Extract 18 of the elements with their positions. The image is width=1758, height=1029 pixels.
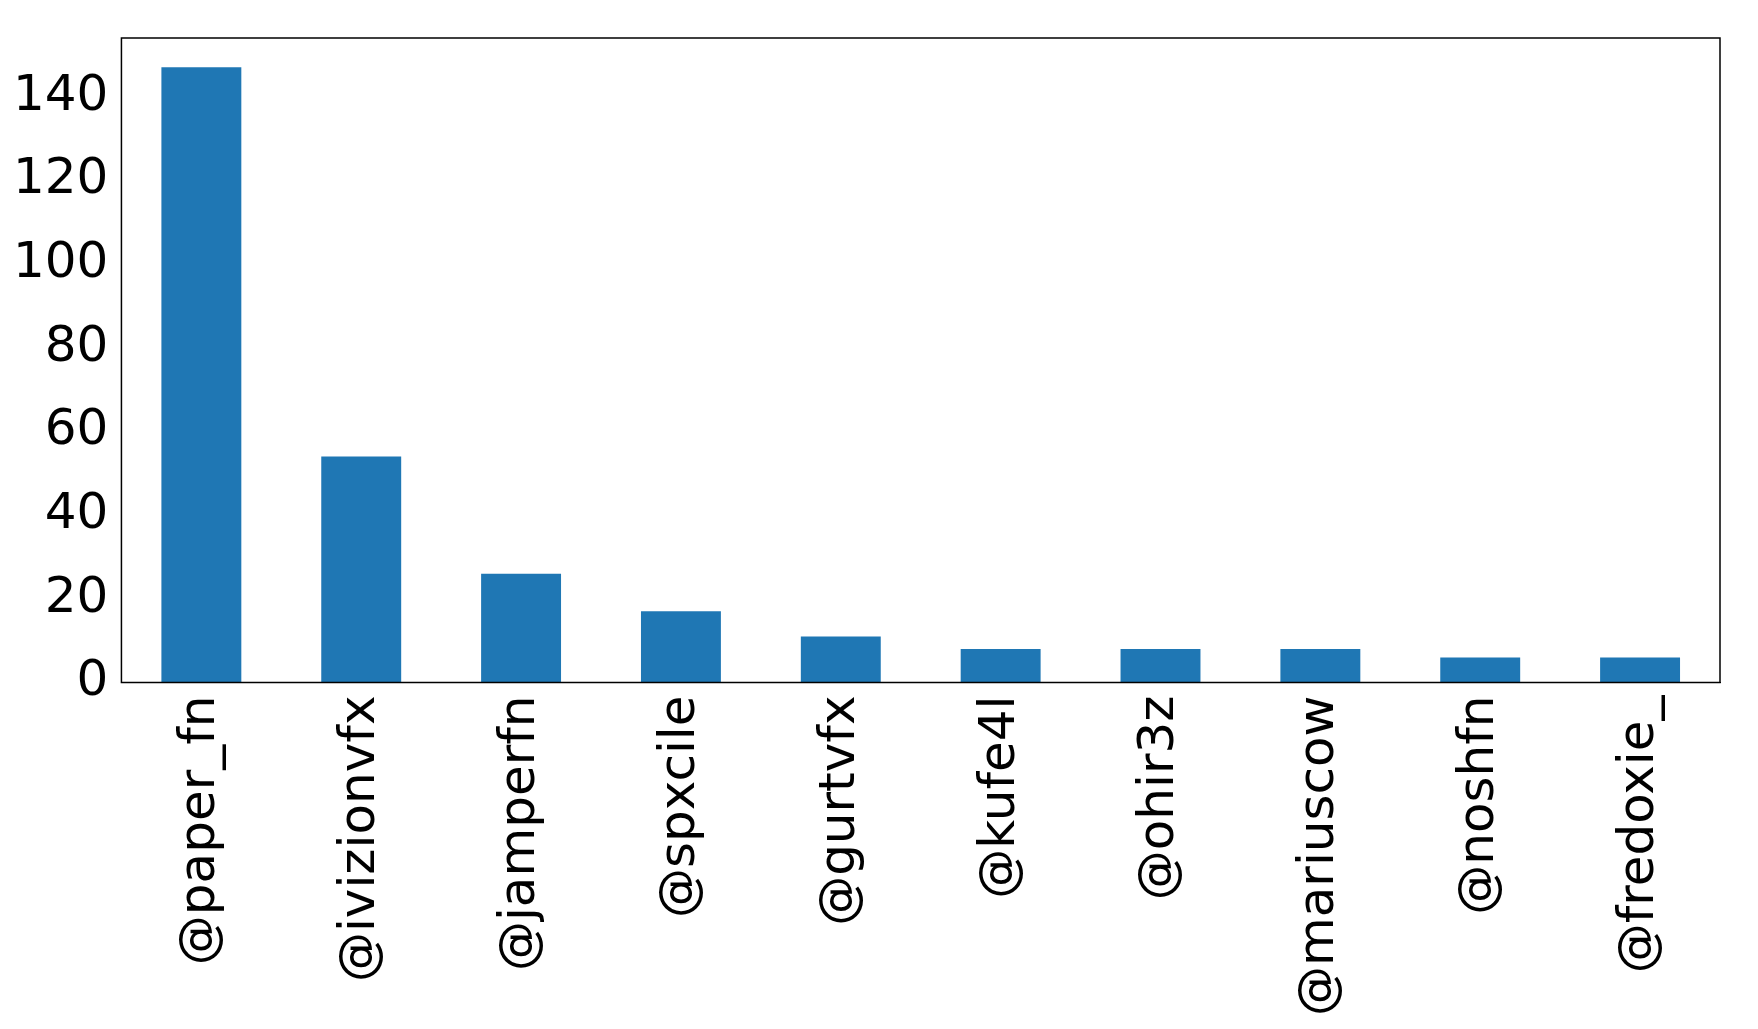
x-tick-label: @spxcile <box>647 695 706 919</box>
x-tick-label: @ohir3z <box>1127 695 1186 901</box>
x-tick-label: @kufe4l <box>967 695 1026 899</box>
x-tick-label: @fredoxie_ <box>1607 694 1666 974</box>
y-tick-label: 0 <box>76 649 109 708</box>
y-tick-label: 60 <box>44 398 109 457</box>
y-tick-label: 140 <box>13 63 109 122</box>
x-tick-label: @ivizionvfx <box>328 695 387 983</box>
x-tick-label: @mariuscow <box>1287 695 1346 1017</box>
y-tick-label: 80 <box>44 314 109 373</box>
x-tick-label: @paper_fn <box>168 695 227 966</box>
y-tick-label: 20 <box>44 565 109 624</box>
y-tick-label: 100 <box>13 230 109 289</box>
y-tick-label: 40 <box>44 482 109 541</box>
x-tick-label: @noshfn <box>1447 695 1506 915</box>
x-tick-label: @jamperfn <box>488 695 547 972</box>
y-tick-label: 120 <box>13 147 109 206</box>
x-tick-label: @gurtvfx <box>807 695 866 926</box>
